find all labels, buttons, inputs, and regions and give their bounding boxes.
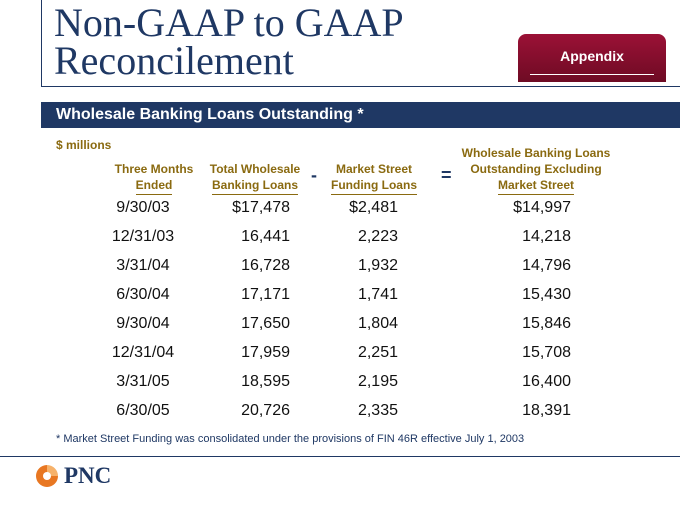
cell-period: 9/30/03 [116,199,170,216]
column-header-excluding-line-1: Wholesale Banking Loans [461,146,611,160]
column-header-total: Total Wholesale Banking Loans [202,161,308,195]
column-header-total-line-2: Banking Loans [211,177,298,195]
cell-period: 6/30/04 [116,286,170,303]
column-header-period: Three Months Ended [104,161,204,195]
table-row: 6/30/04 17,171 1,741 15,430 [0,286,680,312]
column-header-period-line-1: Three Months [114,162,194,176]
appendix-tab: Appendix [518,34,666,82]
pnc-logo-icon [36,465,58,487]
section-header-bar: Wholesale Banking Loans Outstanding * [41,102,680,128]
title-rule-horizontal [41,86,680,87]
cell-market-street: $2,481 [349,199,398,216]
cell-total: 20,726 [241,402,290,419]
appendix-label: Appendix [560,48,624,64]
table-row: 3/31/04 16,728 1,932 14,796 [0,257,680,283]
cell-period: 12/31/03 [111,228,175,245]
column-header-excluding-line-3: Market Street [497,177,575,195]
cell-market-street: 2,335 [357,402,398,419]
pnc-logo-text: PNC [64,463,112,488]
cell-excluding: 15,846 [522,315,571,332]
cell-period: 6/30/05 [116,402,170,419]
column-header-excluding-line-2: Outstanding Excluding [470,162,602,176]
column-header-market-street: Market Street Funding Loans [324,161,424,195]
cell-market-street: 2,251 [357,344,398,361]
minus-operator: - [311,165,317,185]
table-row: 9/30/04 17,650 1,804 15,846 [0,315,680,341]
section-title: Wholesale Banking Loans Outstanding * [56,106,364,123]
footer-rule [0,456,680,457]
column-header-market-street-line-1: Market Street [335,162,413,176]
title-rule-vertical [41,0,42,86]
table-row: 6/30/05 20,726 2,335 18,391 [0,402,680,428]
cell-excluding: 14,796 [522,257,571,274]
cell-market-street: 1,932 [357,257,398,274]
cell-total: 16,441 [241,228,290,245]
units-label: $ millions [56,138,112,152]
cell-market-street: 2,195 [357,373,398,390]
cell-total: 17,171 [241,286,290,303]
page-title-line-2: Reconcilement [54,38,294,83]
cell-market-street: 2,223 [357,228,398,245]
column-header-market-street-line-2: Funding Loans [331,177,417,195]
table-row: 12/31/04 17,959 2,251 15,708 [0,344,680,370]
cell-period: 12/31/04 [111,344,175,361]
cell-period: 9/30/04 [116,315,170,332]
cell-period: 3/31/05 [116,373,170,390]
cell-total: $17,478 [232,199,290,216]
cell-excluding: 15,708 [522,344,571,361]
column-header-period-line-2: Ended [135,177,173,195]
cell-market-street: 1,741 [357,286,398,303]
table-row: 9/30/03 $17,478 $2,481 $14,997 [0,199,680,225]
equals-operator: = [441,165,452,185]
column-header-total-line-1: Total Wholesale [209,162,301,176]
cell-excluding: 18,391 [522,402,571,419]
table-row: 12/31/03 16,441 2,223 14,218 [0,228,680,254]
footnote: * Market Street Funding was consolidated… [56,433,525,445]
page-title-line-1: Non-GAAP to GAAP [54,0,404,45]
pnc-logo: PNC [34,463,124,489]
cell-period: 3/31/04 [116,257,170,274]
cell-total: 16,728 [241,257,290,274]
cell-market-street: 1,804 [357,315,398,332]
cell-total: 17,650 [241,315,290,332]
page-title: Non-GAAP to GAAP Reconcilement [54,0,404,83]
cell-excluding: 15,430 [522,286,571,303]
cell-excluding: 14,218 [522,228,571,245]
appendix-underline [530,74,654,75]
cell-total: 17,959 [241,344,290,361]
table-row: 3/31/05 18,595 2,195 16,400 [0,373,680,399]
cell-excluding: 16,400 [522,373,571,390]
column-header-excluding: Wholesale Banking Loans Outstanding Excl… [452,145,620,195]
cell-excluding: $14,997 [513,199,571,216]
cell-total: 18,595 [241,373,290,390]
